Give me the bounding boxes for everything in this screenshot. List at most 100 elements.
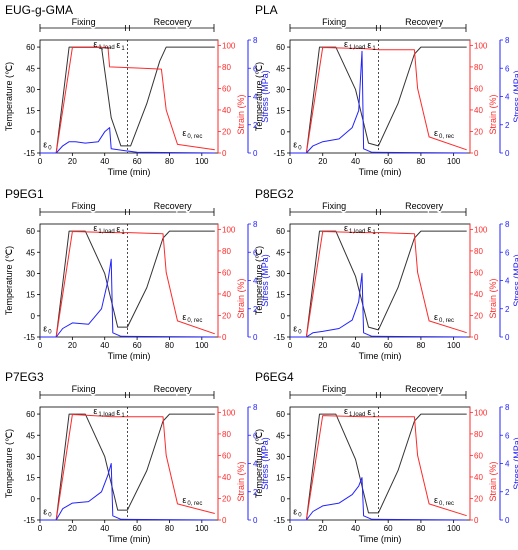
x-tick-label: 100 <box>195 157 209 166</box>
strain-tick-label: 20 <box>222 494 231 503</box>
x-tick-label: 0 <box>288 341 293 350</box>
annotation-eps0-rec-subscript: 0, rec <box>439 318 454 324</box>
stress-tick-label: 2 <box>253 488 258 497</box>
annotation-eps0-subscript: 0 <box>48 512 52 518</box>
x-tick-label: 20 <box>318 341 327 350</box>
strain-tick-label: 80 <box>474 430 483 439</box>
strain-tick-label: 60 <box>474 451 483 460</box>
strain-tick-label: 20 <box>474 494 483 503</box>
stress-tick-label: 8 <box>253 36 258 45</box>
annotation-eps1-load: ε 1,load <box>93 406 114 418</box>
strain-tick-label: 20 <box>222 311 231 320</box>
series-line-stress <box>290 477 467 521</box>
y-axis-label-strain: Strain (%) <box>236 278 246 318</box>
x-tick-label: 40 <box>100 341 109 350</box>
annotation-eps1-load-subscript: 1,load <box>349 45 365 51</box>
temp-tick-label: 60 <box>26 410 35 419</box>
annotation-eps1-load-subscript: 1,load <box>349 412 365 418</box>
annotation-eps0-subscript: 0 <box>48 145 52 151</box>
temp-tick-label: 30 <box>276 85 285 94</box>
phase-label-fixing: Fixing <box>72 201 96 211</box>
y-axis-label-strain: Strain (%) <box>236 461 246 501</box>
annotation-eps1-symbol: ε <box>116 407 120 417</box>
temp-tick-label: 60 <box>26 227 35 236</box>
chart-title: P9EG1 <box>5 187 44 201</box>
strain-tick-label: 80 <box>222 63 231 72</box>
annotation-eps0-symbol: ε <box>43 139 47 149</box>
annotation-eps0-rec-subscript: 0, rec <box>439 501 454 507</box>
strain-tick-label: 60 <box>222 268 231 277</box>
temp-tick-label: 0 <box>31 128 36 137</box>
x-tick-label: 40 <box>351 157 360 166</box>
annotation-eps0-rec: ε 0, rec <box>434 312 454 324</box>
annotation-eps1-load-subscript: 1,load <box>98 45 114 51</box>
temp-tick-label: 30 <box>276 269 285 278</box>
chart-title: PLA <box>255 3 278 17</box>
strain-tick-label: 100 <box>474 408 488 417</box>
stress-tick-label: 6 <box>505 248 510 257</box>
series-line-stress <box>40 258 215 338</box>
strain-tick-label: 40 <box>222 290 231 299</box>
annotation-eps1-load-symbol: ε <box>344 406 348 416</box>
x-tick-label: 60 <box>384 157 393 166</box>
series-line-strain <box>40 231 215 338</box>
strain-tick-label: 0 <box>222 333 227 342</box>
x-axis-label: Time (min) <box>359 167 402 177</box>
annotation-eps1-symbol: ε <box>116 224 120 234</box>
series-line-temperature <box>40 230 215 338</box>
stress-tick-label: 8 <box>253 403 258 412</box>
stress-tick-label: 2 <box>253 305 258 314</box>
stress-tick-label: 6 <box>253 248 258 257</box>
y-axis-label-temperature: Temperature (℃) <box>4 429 14 498</box>
annotation-eps0-rec: ε 0, rec <box>434 128 454 140</box>
annotation-eps0-rec: ε 0, rec <box>434 495 454 507</box>
stress-tick-label: 8 <box>505 403 510 412</box>
strain-tick-label: 100 <box>474 225 488 234</box>
temp-tick-label: 30 <box>26 269 35 278</box>
strain-tick-label: 40 <box>222 106 231 115</box>
temp-tick-label: 45 <box>276 64 285 73</box>
stress-tick-label: 2 <box>253 121 258 130</box>
phase-label-fixing: Fixing <box>322 17 346 27</box>
temp-tick-label: -15 <box>23 149 35 158</box>
series-line-temperature <box>290 230 467 338</box>
temp-tick-label: 15 <box>276 474 285 483</box>
stress-tick-label: 4 <box>253 93 258 102</box>
stress-tick-label: 2 <box>505 121 510 130</box>
strain-tick-label: 0 <box>474 516 479 525</box>
phase-label-fixing: Fixing <box>72 17 96 27</box>
annotation-eps1-symbol: ε <box>367 407 371 417</box>
temp-tick-label: -15 <box>273 516 285 525</box>
phase-label-recovery: Recovery <box>154 384 193 394</box>
x-tick-label: 0 <box>38 341 43 350</box>
chart-title: P6EG4 <box>255 370 294 384</box>
x-tick-label: 60 <box>133 157 142 166</box>
stress-tick-label: 8 <box>505 36 510 45</box>
x-tick-label: 100 <box>447 341 461 350</box>
x-tick-label: 100 <box>447 524 461 533</box>
x-tick-label: 20 <box>318 157 327 166</box>
annotation-eps0-rec: ε 0, rec <box>182 495 202 507</box>
series-line-temperature <box>40 413 215 521</box>
series-line-stress <box>40 463 215 521</box>
x-tick-label: 80 <box>416 341 425 350</box>
chart-title: EUG-g-GMA <box>5 3 73 17</box>
annotation-eps0-symbol: ε <box>293 506 297 516</box>
series-line-temperature <box>40 46 215 154</box>
annotation-eps0-rec-subscript: 0, rec <box>439 134 454 140</box>
temp-tick-label: 45 <box>276 248 285 257</box>
y-axis-label-stress: Stress (MPa) <box>512 70 518 123</box>
phase-label-recovery: Recovery <box>154 17 193 27</box>
stress-tick-label: 0 <box>505 516 510 525</box>
annotation-eps1-load: ε 1,load <box>344 223 365 235</box>
temp-tick-label: -15 <box>23 333 35 342</box>
y-axis-label-strain: Strain (%) <box>488 278 498 318</box>
strain-tick-label: 60 <box>474 268 483 277</box>
x-tick-label: 20 <box>68 524 77 533</box>
